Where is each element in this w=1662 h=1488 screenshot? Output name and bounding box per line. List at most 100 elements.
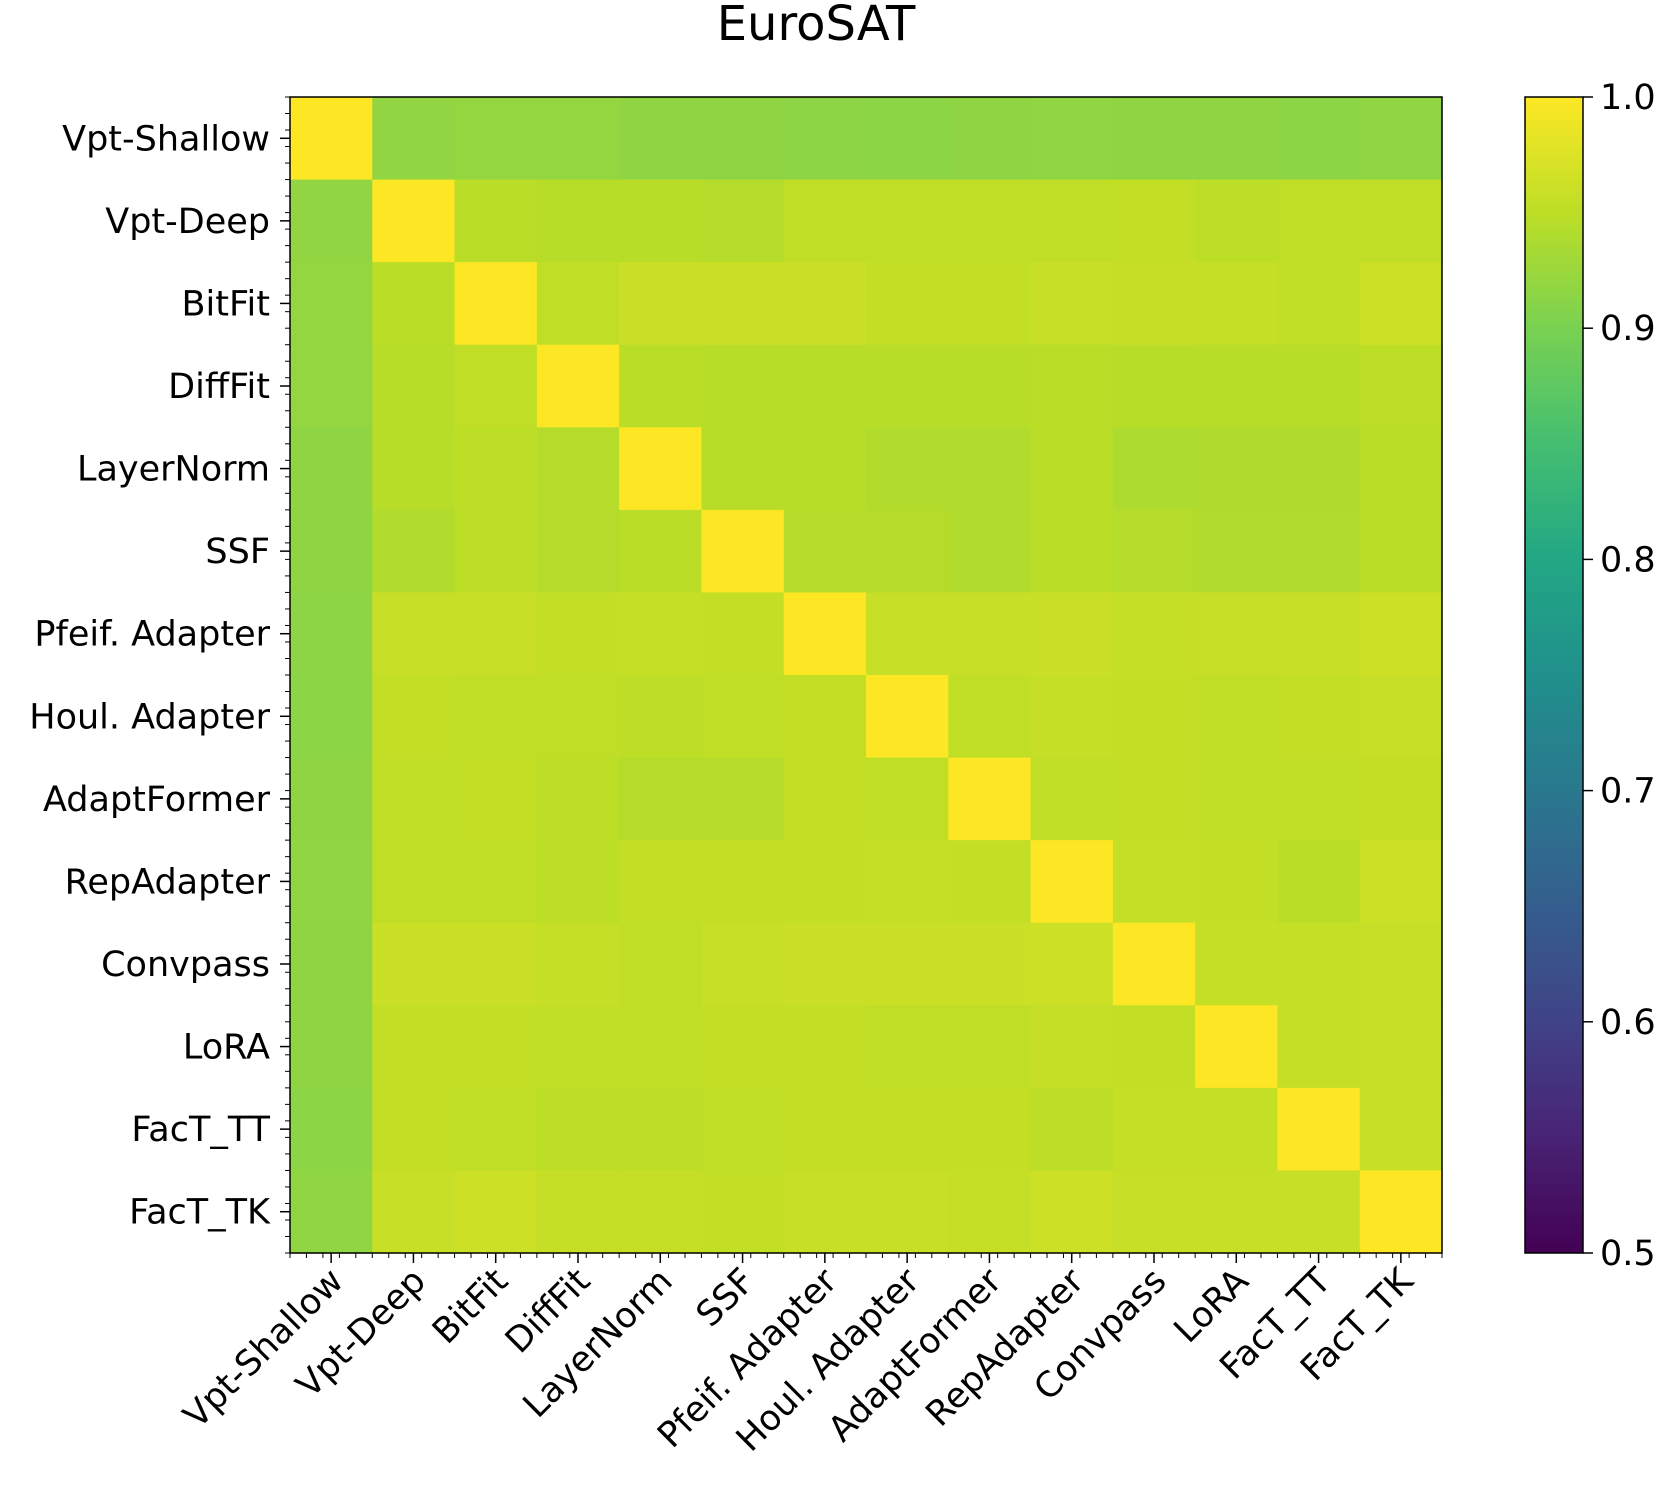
heatmap-cell bbox=[1195, 97, 1279, 181]
y-tick-label: LoRA bbox=[183, 1028, 270, 1068]
heatmap-cell bbox=[866, 1005, 949, 1089]
colorbar-tick-label: 0.6 bbox=[1600, 1003, 1656, 1043]
colorbar-tick-label: 0.9 bbox=[1600, 309, 1656, 349]
heatmap-cell bbox=[783, 1170, 867, 1254]
heatmap-cell bbox=[866, 840, 949, 924]
heatmap-cell bbox=[454, 1170, 538, 1254]
heatmap-cell bbox=[1359, 1005, 1443, 1089]
heatmap-cell bbox=[1277, 1087, 1361, 1172]
heatmap-cell bbox=[454, 262, 538, 346]
heatmap-cell bbox=[1030, 922, 1114, 1006]
heatmap-cell bbox=[948, 1005, 1032, 1089]
heatmap-cell bbox=[783, 344, 867, 428]
heatmap-cell bbox=[948, 840, 1032, 924]
heatmap-cell bbox=[1359, 344, 1443, 428]
heatmap-cell bbox=[701, 1005, 785, 1089]
heatmap-cell bbox=[1277, 675, 1361, 759]
heatmap-cell bbox=[1277, 179, 1361, 263]
colorbar: 0.5 0.6 0.7 0.8 0.9 1.0 bbox=[1524, 78, 1656, 1274]
heatmap-cell bbox=[536, 344, 620, 428]
heatmap-cell bbox=[619, 97, 703, 181]
heatmap-cell bbox=[1030, 427, 1114, 511]
heatmap-cell bbox=[1195, 1005, 1279, 1089]
heatmap-cell bbox=[948, 427, 1032, 511]
heatmap-cell bbox=[1112, 592, 1196, 676]
heatmap-cell bbox=[454, 757, 538, 841]
heatmap-cell bbox=[948, 179, 1032, 263]
heatmap-cell bbox=[866, 262, 949, 346]
heatmap-cell bbox=[536, 1087, 620, 1172]
heatmap-cell bbox=[701, 1170, 785, 1254]
heatmap-cell bbox=[1195, 675, 1279, 759]
heatmap-cell bbox=[536, 427, 620, 511]
heatmap-cell bbox=[1359, 1170, 1443, 1254]
y-tick-label: SSF bbox=[205, 532, 270, 572]
heatmap-cell bbox=[454, 592, 538, 676]
heatmap-cell bbox=[372, 675, 456, 759]
heatmap-cell bbox=[1195, 1170, 1279, 1254]
heatmap-cell bbox=[372, 179, 456, 263]
heatmap-cell bbox=[701, 262, 785, 346]
heatmap-cell bbox=[290, 840, 373, 924]
heatmap-cell bbox=[1030, 757, 1114, 841]
y-axis: Vpt-Shallow Vpt-Deep BitFit DiffFit LayerNor… bbox=[29, 96, 290, 1254]
colorbar-gradient bbox=[1524, 96, 1584, 1254]
colorbar-tick-label: 1.0 bbox=[1600, 78, 1656, 118]
heatmap-cell bbox=[1277, 922, 1361, 1006]
heatmap-cell bbox=[783, 427, 867, 511]
heatmap-cell bbox=[290, 344, 373, 428]
heatmap-cell bbox=[290, 757, 373, 841]
heatmap-cell bbox=[948, 97, 1032, 181]
heatmap-cell bbox=[866, 922, 949, 1006]
heatmap-cell bbox=[783, 922, 867, 1006]
heatmap-cell bbox=[372, 840, 456, 924]
y-tick-label: Vpt-Deep bbox=[105, 202, 270, 242]
heatmap-cell bbox=[372, 592, 456, 676]
heatmap-cell bbox=[701, 757, 785, 841]
heatmap-cell bbox=[1030, 509, 1114, 594]
heatmap-cell bbox=[619, 509, 703, 594]
heatmap-cell bbox=[1112, 427, 1196, 511]
heatmap-cell bbox=[290, 1170, 373, 1254]
heatmap-cell bbox=[619, 1005, 703, 1089]
heatmap-cell bbox=[372, 922, 456, 1006]
colorbar-tick-label: 0.7 bbox=[1600, 772, 1656, 812]
heatmap-cell bbox=[1277, 97, 1361, 181]
heatmap-cell bbox=[454, 1005, 538, 1089]
heatmap-cell bbox=[948, 757, 1032, 841]
heatmap-cell bbox=[1195, 179, 1279, 263]
heatmap-cell bbox=[619, 757, 703, 841]
heatmap-cell bbox=[372, 757, 456, 841]
heatmap-cell bbox=[783, 840, 867, 924]
heatmap-cell bbox=[1112, 757, 1196, 841]
heatmap-cell bbox=[866, 757, 949, 841]
colorbar-tick-label: 0.5 bbox=[1600, 1234, 1656, 1274]
x-axis: Vpt-ShallowVpt-DeepBitFitDiffFitLayerNor… bbox=[176, 1253, 1443, 1460]
heatmap-cell bbox=[454, 840, 538, 924]
heatmap-cell bbox=[948, 509, 1032, 594]
heatmap-cell bbox=[536, 179, 620, 263]
heatmap-cell bbox=[619, 922, 703, 1006]
heatmap-cell bbox=[783, 262, 867, 346]
heatmap-cell bbox=[1030, 262, 1114, 346]
colorbar-ticks: 0.5 0.6 0.7 0.8 0.9 1.0 bbox=[1583, 78, 1656, 1274]
heatmap-cell bbox=[1112, 344, 1196, 428]
y-tick-label: FacT_TT bbox=[131, 1110, 270, 1150]
heatmap-cell bbox=[701, 675, 785, 759]
heatmap-cell bbox=[619, 592, 703, 676]
heatmap-cell bbox=[1030, 97, 1114, 181]
heatmap-cell bbox=[1195, 427, 1279, 511]
heatmap-cell bbox=[866, 97, 949, 181]
heatmap-cell bbox=[783, 592, 867, 676]
heatmap-cell bbox=[866, 427, 949, 511]
heatmap-cell bbox=[866, 179, 949, 263]
heatmap-cell bbox=[1112, 1087, 1196, 1172]
heatmap-cell bbox=[536, 840, 620, 924]
heatmap-cell bbox=[1195, 592, 1279, 676]
heatmap-cell bbox=[1112, 675, 1196, 759]
heatmap-cell bbox=[536, 509, 620, 594]
heatmap-cell bbox=[619, 344, 703, 428]
y-tick-label: RepAdapter bbox=[65, 862, 271, 902]
heatmap-cell bbox=[701, 427, 785, 511]
heatmap-cell bbox=[1030, 344, 1114, 428]
